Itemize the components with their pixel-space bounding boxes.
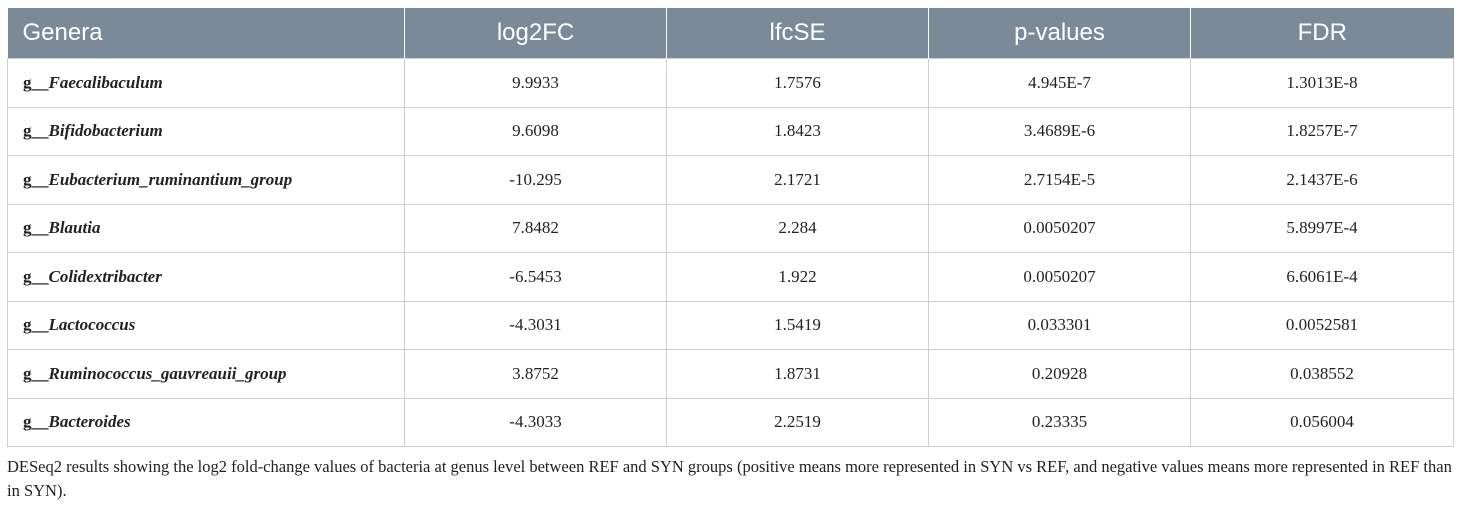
log2fc-cell: 3.8752 bbox=[404, 349, 667, 399]
table-row: g__Bacteroides -4.3033 2.2519 0.23335 0.… bbox=[7, 397, 1454, 447]
genus-name: Bifidobacterium bbox=[48, 121, 163, 141]
table-row: g__Eubacterium_ruminantium_group -10.295… bbox=[7, 155, 1454, 205]
genus-cell: g__Bifidobacterium bbox=[7, 106, 405, 156]
column-header-fdr: FDR bbox=[1190, 8, 1454, 59]
genus-prefix: g__ bbox=[23, 266, 49, 286]
lfcse-cell: 1.5419 bbox=[666, 300, 929, 350]
log2fc-cell: 7.8482 bbox=[404, 203, 667, 253]
lfcse-cell: 2.2519 bbox=[666, 397, 929, 447]
genus-cell: g__Ruminococcus_gauvreauii_group bbox=[7, 349, 405, 399]
fdr-cell: 1.3013E-8 bbox=[1190, 58, 1454, 108]
genus-name: Ruminococcus_gauvreauii_group bbox=[48, 363, 287, 383]
genus-prefix: g__ bbox=[23, 218, 49, 238]
results-table-container: Genera log2FC lfcSE p-values FDR g__Faec… bbox=[7, 8, 1454, 447]
column-header-log2fc: log2FC bbox=[404, 8, 667, 59]
deseq2-results-table: Genera log2FC lfcSE p-values FDR g__Faec… bbox=[7, 8, 1454, 447]
genus-cell: g__Bacteroides bbox=[7, 397, 405, 447]
genus-name: Colidextribacter bbox=[48, 266, 162, 286]
genus-cell: g__Faecalibaculum bbox=[7, 58, 405, 108]
genus-name: Blautia bbox=[48, 218, 101, 238]
fdr-cell: 0.038552 bbox=[1190, 349, 1454, 399]
genus-prefix: g__ bbox=[23, 121, 49, 141]
genus-prefix: g__ bbox=[23, 412, 49, 432]
genus-prefix: g__ bbox=[23, 315, 49, 335]
p-value-cell: 0.20928 bbox=[928, 349, 1191, 399]
log2fc-cell: -4.3033 bbox=[404, 397, 667, 447]
genus-name: Bacteroides bbox=[48, 412, 131, 432]
fdr-cell: 2.1437E-6 bbox=[1190, 155, 1454, 205]
fdr-cell: 6.6061E-4 bbox=[1190, 252, 1454, 302]
genus-prefix: g__ bbox=[23, 72, 49, 92]
column-header-lfcse: lfcSE bbox=[666, 8, 929, 59]
log2fc-cell: 9.6098 bbox=[404, 106, 667, 156]
genus-prefix: g__ bbox=[23, 363, 49, 383]
lfcse-cell: 1.8731 bbox=[666, 349, 929, 399]
lfcse-cell: 2.284 bbox=[666, 203, 929, 253]
table-row: g__Ruminococcus_gauvreauii_group 3.8752 … bbox=[7, 349, 1454, 399]
table-row: g__Bifidobacterium 9.6098 1.8423 3.4689E… bbox=[7, 106, 1454, 156]
table-header: Genera log2FC lfcSE p-values FDR bbox=[7, 8, 1454, 59]
genus-name: Eubacterium_ruminantium_group bbox=[48, 169, 293, 189]
p-value-cell: 3.4689E-6 bbox=[928, 106, 1191, 156]
genus-name: Faecalibaculum bbox=[48, 72, 163, 92]
p-value-cell: 0.23335 bbox=[928, 397, 1191, 447]
genus-cell: g__Lactococcus bbox=[7, 300, 405, 350]
lfcse-cell: 1.7576 bbox=[666, 58, 929, 108]
fdr-cell: 0.0052581 bbox=[1190, 300, 1454, 350]
log2fc-cell: -6.5453 bbox=[404, 252, 667, 302]
genus-name: Lactococcus bbox=[48, 315, 136, 335]
p-value-cell: 0.0050207 bbox=[928, 203, 1191, 253]
table-caption: DESeq2 results showing the log2 fold-cha… bbox=[7, 457, 1452, 500]
column-header-genera: Genera bbox=[7, 8, 405, 59]
lfcse-cell: 1.922 bbox=[666, 252, 929, 302]
genus-cell: g__Colidextribacter bbox=[7, 252, 405, 302]
log2fc-cell: -4.3031 bbox=[404, 300, 667, 350]
p-value-cell: 2.7154E-5 bbox=[928, 155, 1191, 205]
p-value-cell: 4.945E-7 bbox=[928, 58, 1191, 108]
lfcse-cell: 2.1721 bbox=[666, 155, 929, 205]
fdr-cell: 0.056004 bbox=[1190, 397, 1454, 447]
lfcse-cell: 1.8423 bbox=[666, 106, 929, 156]
fdr-cell: 1.8257E-7 bbox=[1190, 106, 1454, 156]
log2fc-cell: -10.295 bbox=[404, 155, 667, 205]
fdr-cell: 5.8997E-4 bbox=[1190, 203, 1454, 253]
genus-prefix: g__ bbox=[23, 169, 49, 189]
log2fc-cell: 9.9933 bbox=[404, 58, 667, 108]
table-row: g__Lactococcus -4.3031 1.5419 0.033301 0… bbox=[7, 300, 1454, 350]
table-body: g__Faecalibaculum 9.9933 1.7576 4.945E-7… bbox=[7, 58, 1454, 447]
genus-cell: g__Eubacterium_ruminantium_group bbox=[7, 155, 405, 205]
p-value-cell: 0.033301 bbox=[928, 300, 1191, 350]
column-header-p-values: p-values bbox=[928, 8, 1191, 59]
table-row: g__Faecalibaculum 9.9933 1.7576 4.945E-7… bbox=[7, 58, 1454, 108]
header-row: Genera log2FC lfcSE p-values FDR bbox=[7, 8, 1454, 59]
table-row: g__Blautia 7.8482 2.284 0.0050207 5.8997… bbox=[7, 203, 1454, 253]
p-value-cell: 0.0050207 bbox=[928, 252, 1191, 302]
table-row: g__Colidextribacter -6.5453 1.922 0.0050… bbox=[7, 252, 1454, 302]
genus-cell: g__Blautia bbox=[7, 203, 405, 253]
